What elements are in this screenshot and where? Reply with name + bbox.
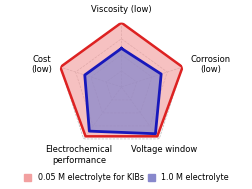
Legend: 0.05 M electrolyte for KIBs, 1.0 M electrolyte: 0.05 M electrolyte for KIBs, 1.0 M elect… <box>23 173 229 183</box>
Text: Electrochemical
performance: Electrochemical performance <box>45 145 112 165</box>
Polygon shape <box>60 23 182 136</box>
Text: Voltage window: Voltage window <box>130 145 196 154</box>
Text: Corrosion
(low): Corrosion (low) <box>190 55 230 74</box>
Text: Cost
(low): Cost (low) <box>32 55 52 74</box>
Text: Viscosity (low): Viscosity (low) <box>91 5 151 14</box>
Polygon shape <box>84 48 161 134</box>
